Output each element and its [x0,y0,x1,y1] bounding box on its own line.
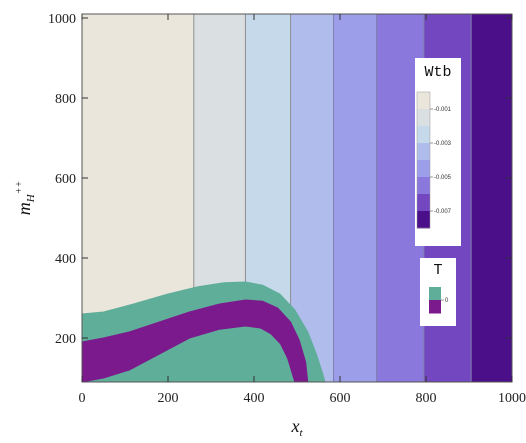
x-tick-label: 200 [158,391,179,406]
legend-wtb-tick-label: -0.001 [434,107,452,113]
legend-wtb-tick-label: -0.007 [434,209,452,215]
x-axis-label: xt [290,416,303,439]
band-8 [471,14,512,382]
legend-wtb-swatch [417,143,430,161]
x-axis: 0 200 400 600 800 1000 [79,14,526,406]
legend-t-title: T [433,262,442,279]
legend-wtb-swatch [417,126,430,144]
legend-t-tick-label: 0 [445,298,449,304]
legend-wtb-swatch [417,211,430,229]
y-tick-label: 200 [55,332,76,347]
legend-wtb: Wtb -0.001 -0.003 -0.005 -0.007 [415,58,461,246]
legend-wtb-swatch-frame [416,91,431,229]
legend-wtb-swatch [417,177,430,195]
legend-t: T 0 [420,258,456,326]
plot-frame [81,13,513,383]
legend-t-swatch [429,300,441,314]
y-tick-label: 600 [55,172,76,187]
legend-wtb-swatches: -0.001 -0.003 -0.005 -0.007 [416,91,452,229]
y-tick-label: 1000 [48,12,76,27]
legend-wtb-swatch [417,92,430,110]
x-tick-label: 0 [79,391,86,406]
legend-t-swatches: 0 [429,287,449,314]
band-5 [333,14,377,382]
legend-wtb-swatch [417,109,430,127]
legend-wtb-swatch [417,160,430,178]
y-tick-label: 400 [55,252,76,267]
legend-wtb-tick-label: -0.005 [434,175,452,181]
y-axis: 200 400 600 800 1000 [48,12,512,347]
x-tick-label: 1000 [498,391,526,406]
y-axis-label: mH++ [14,181,37,215]
x-tick-label: 400 [244,391,265,406]
x-tick-label: 600 [330,391,351,406]
legend-wtb-swatch [417,194,430,212]
y-tick-label: 800 [55,92,76,107]
legend-wtb-tick-label: -0.003 [434,141,452,147]
x-tick-label: 800 [416,391,437,406]
legend-t-swatch [429,287,441,301]
legend-wtb-title: Wtb [424,64,451,81]
